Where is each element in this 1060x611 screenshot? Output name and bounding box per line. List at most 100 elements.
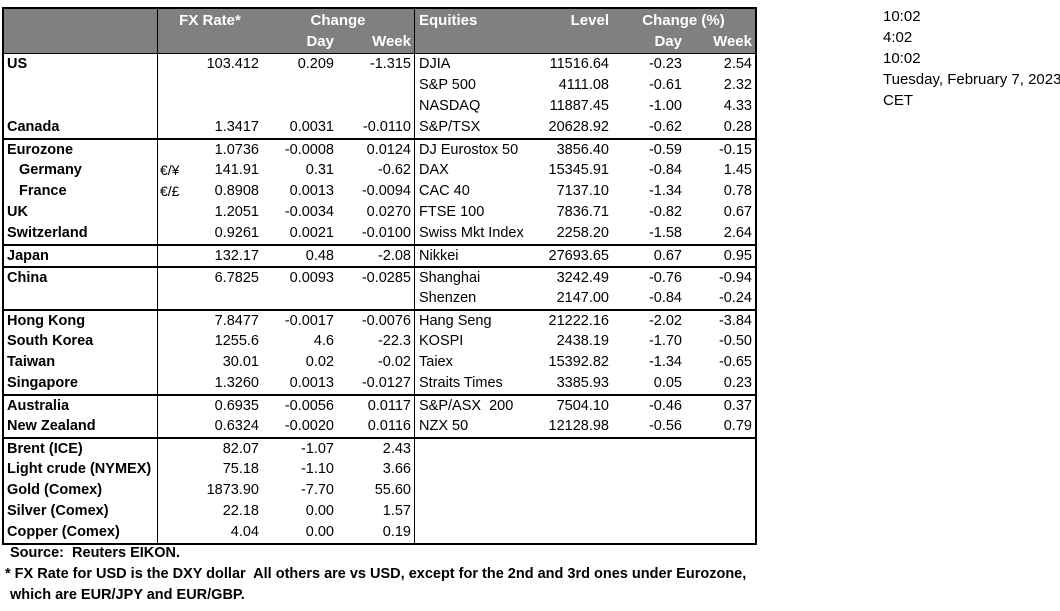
equities-level-header: Level bbox=[570, 12, 609, 29]
market-data-table: FX Rate* Change Equities Level Change (%… bbox=[2, 7, 757, 545]
table-row: Copper (Comex) 4.04 0.00 0.19 bbox=[4, 522, 755, 543]
table-row: South Korea 1255.6 4.6 -22.3 KOSPI 2438.… bbox=[4, 331, 755, 352]
fx-rate-cell: 1.3417 bbox=[214, 119, 259, 135]
fx-day-change-cell: -1.10 bbox=[300, 461, 334, 477]
fx-rate-cell: 1.0736 bbox=[214, 142, 259, 158]
fx-day-change-cell: -0.0008 bbox=[284, 142, 334, 158]
fx-day-change-cell: -1.07 bbox=[300, 441, 334, 457]
fx-week-change-cell: -0.0094 bbox=[361, 183, 411, 199]
equity-name-cell: FTSE 100 bbox=[414, 202, 546, 223]
equity-name-cell: KOSPI bbox=[414, 331, 546, 352]
header-blank bbox=[414, 32, 546, 53]
equity-level-cell: 11516.64 bbox=[549, 56, 609, 72]
table-row: Japan 132.17 0.48 -2.08 Nikkei 27693.65 … bbox=[4, 244, 755, 266]
fx-currency-pair-cell bbox=[157, 140, 197, 160]
fx-rate-cell: 0.8908 bbox=[214, 183, 259, 199]
equity-day-change-cell: -0.23 bbox=[648, 56, 682, 72]
timestamp-line: 10:02 bbox=[883, 8, 921, 25]
fx-country-cell: Eurozone bbox=[7, 142, 74, 158]
fx-day-change-cell bbox=[262, 75, 337, 96]
equity-week-change-cell bbox=[685, 439, 755, 459]
fx-country-cell: South Korea bbox=[7, 333, 94, 349]
equity-name-cell: S&P/ASX 200 bbox=[414, 396, 546, 416]
header-blank bbox=[546, 32, 612, 53]
fx-currency-pair-cell bbox=[157, 75, 197, 96]
equity-level-cell: 2147.00 bbox=[556, 290, 609, 306]
equities-change-header: Change (%) bbox=[642, 12, 725, 29]
equity-day-change-cell bbox=[612, 480, 685, 501]
fx-rate-cell: 82.07 bbox=[222, 441, 259, 457]
equity-week-change-cell: -3.84 bbox=[718, 313, 752, 329]
equities-header: Equities bbox=[414, 9, 546, 32]
table-header-row-2: Day Week Day Week bbox=[4, 32, 755, 54]
fx-country-cell: Japan bbox=[7, 248, 49, 264]
fx-rate-cell: 103.412 bbox=[206, 56, 259, 72]
fx-country-cell: Canada bbox=[7, 119, 60, 135]
fx-rate-cell: 1873.90 bbox=[206, 482, 259, 498]
fx-country-cell: Gold (Comex) bbox=[7, 482, 103, 498]
fx-day-change-cell: -7.70 bbox=[300, 482, 334, 498]
fx-country-cell: UK bbox=[7, 204, 28, 220]
equity-day-change-cell: -0.84 bbox=[648, 290, 682, 306]
fx-change-header: Change bbox=[310, 12, 366, 29]
equity-week-change-cell: 0.23 bbox=[723, 375, 752, 391]
equity-week-change-cell bbox=[685, 522, 755, 543]
timestamp-line: 4:02 bbox=[883, 29, 913, 46]
date-line: Tuesday, February 7, 2023 bbox=[883, 71, 1060, 88]
equity-name-cell bbox=[414, 459, 546, 480]
fx-day-change-cell: -0.0017 bbox=[284, 313, 334, 329]
timestamp-line: 10:02 bbox=[883, 50, 921, 67]
table-body: US 103.412 0.209 -1.315 DJIA 11516.64 -0… bbox=[4, 54, 755, 543]
fx-currency-pair-cell bbox=[157, 117, 197, 138]
fx-country-cell: Taiwan bbox=[7, 354, 56, 370]
equity-week-change-cell: 0.79 bbox=[723, 418, 752, 434]
equity-week-change-cell: 0.78 bbox=[723, 183, 752, 199]
fx-country-cell: China bbox=[7, 270, 48, 286]
fx-country-cell: New Zealand bbox=[7, 418, 96, 434]
fx-week-change-cell: 0.0116 bbox=[367, 418, 411, 434]
table-row: Canada 1.3417 0.0031 -0.0110 S&P/TSX 206… bbox=[4, 117, 755, 138]
equity-level-cell: 3385.93 bbox=[556, 375, 609, 391]
equity-name-cell: Hang Seng bbox=[414, 311, 546, 331]
equity-day-change-cell: 0.05 bbox=[653, 375, 682, 391]
fx-week-change-cell: -1.315 bbox=[369, 56, 411, 72]
equity-day-change-cell: -0.61 bbox=[648, 77, 682, 93]
equity-name-cell bbox=[414, 480, 546, 501]
table-row: New Zealand 0.6324 -0.0020 0.0116 NZX 50… bbox=[4, 416, 755, 437]
fx-country-cell bbox=[4, 96, 157, 117]
equities-week-header: Week bbox=[713, 33, 752, 50]
equity-day-change-cell bbox=[612, 501, 685, 522]
header-blank bbox=[157, 32, 262, 53]
fx-rate-cell: 0.6324 bbox=[214, 418, 259, 434]
equity-week-change-cell: -0.94 bbox=[718, 270, 752, 286]
fx-week-change-cell: 3.66 bbox=[382, 461, 411, 477]
fx-day-change-cell: 0.48 bbox=[305, 248, 334, 264]
equity-name-cell bbox=[414, 439, 546, 459]
equity-day-change-cell: -1.34 bbox=[648, 354, 682, 370]
equity-name-cell: DAX bbox=[414, 160, 546, 181]
fx-rate-cell: 132.17 bbox=[214, 248, 259, 264]
equity-day-change-cell: -0.84 bbox=[648, 162, 682, 178]
fx-rate-cell: 6.7825 bbox=[214, 270, 259, 286]
fx-currency-pair-cell bbox=[157, 268, 197, 288]
equity-level-cell: 7504.10 bbox=[556, 398, 609, 414]
equity-level-cell bbox=[546, 439, 612, 459]
fx-country-cell: Switzerland bbox=[7, 225, 88, 241]
equities-day-header: Day bbox=[654, 33, 682, 50]
footer-notes: Source: Reuters EIKON. * FX Rate for USD… bbox=[0, 543, 746, 606]
equity-level-cell bbox=[546, 522, 612, 543]
fx-week-change-cell: -0.02 bbox=[377, 354, 411, 370]
fx-day-header: Day bbox=[306, 33, 334, 50]
table-row: Singapore 1.3260 0.0013 -0.0127 Straits … bbox=[4, 373, 755, 394]
fx-rate-cell: 1.2051 bbox=[214, 204, 259, 220]
equity-name-cell: CAC 40 bbox=[414, 181, 546, 202]
fx-rate-cell: 0.6935 bbox=[214, 398, 259, 414]
equity-day-change-cell: -1.34 bbox=[648, 183, 682, 199]
equity-name-cell: NASDAQ bbox=[414, 96, 546, 117]
equity-name-cell: S&P/TSX bbox=[414, 117, 546, 138]
fx-day-change-cell: 0.209 bbox=[297, 56, 334, 72]
fx-country-cell bbox=[4, 75, 157, 96]
fx-currency-pair-cell bbox=[157, 96, 197, 117]
table-row: Light crude (NYMEX) 75.18 -1.10 3.66 bbox=[4, 459, 755, 480]
table-row: France €/£ 0.8908 0.0013 -0.0094 CAC 40 … bbox=[4, 181, 755, 202]
